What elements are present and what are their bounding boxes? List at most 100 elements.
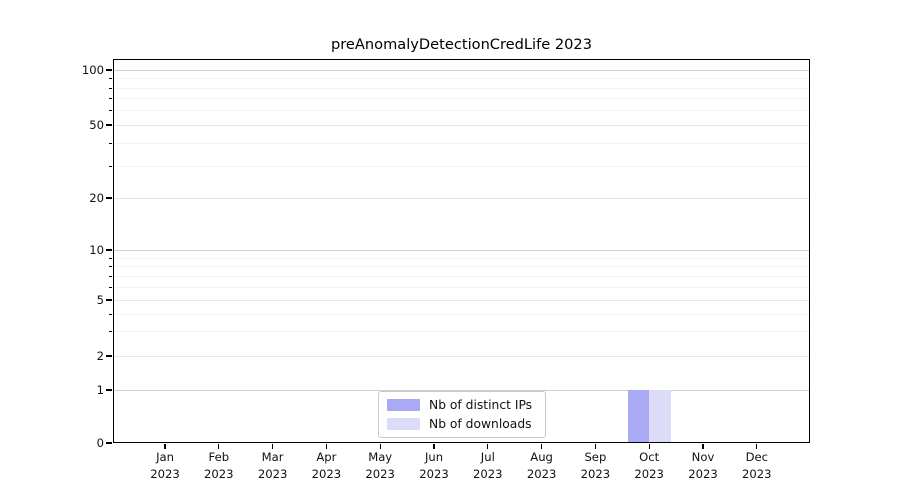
gridline-y-20 — [114, 198, 809, 199]
x-tick-label: Mar 2023 — [245, 449, 301, 482]
x-tick-label: Oct 2023 — [621, 449, 677, 482]
y-tick — [106, 299, 112, 301]
x-tick — [272, 443, 274, 449]
legend-item: Nb of distinct IPs — [387, 398, 537, 412]
y-minor-tick — [109, 313, 112, 315]
x-label-month: Jan — [156, 450, 174, 464]
y-tick-label: 100 — [81, 63, 104, 77]
gridline-y-1 — [114, 390, 809, 391]
x-tick — [325, 443, 327, 449]
minor-gridline — [114, 88, 809, 89]
x-label-month: Aug — [530, 450, 553, 464]
x-tick-label: Feb 2023 — [191, 449, 247, 482]
gridline-y-2 — [114, 356, 809, 357]
x-label-year: 2023 — [204, 466, 234, 481]
x-label-year: 2023 — [365, 466, 395, 481]
x-tick — [433, 443, 435, 449]
legend: Nb of distinct IPs Nb of downloads — [378, 391, 546, 438]
x-tick — [756, 443, 758, 449]
legend-item-label: Nb of distinct IPs — [429, 398, 533, 412]
minor-gridline — [114, 314, 809, 315]
legend-swatch-1 — [387, 418, 420, 430]
x-tick-label: Apr 2023 — [298, 449, 354, 482]
x-tick — [702, 443, 704, 449]
y-tick — [106, 442, 112, 444]
x-tick-label: Jul 2023 — [460, 449, 516, 482]
y-minor-tick — [109, 275, 112, 277]
gridline-y-100 — [114, 70, 809, 71]
x-tick-label: May 2023 — [352, 449, 408, 482]
y-tick — [106, 69, 112, 71]
x-label-year: 2023 — [473, 466, 503, 481]
x-tick — [541, 443, 543, 449]
y-minor-tick — [109, 265, 112, 267]
x-label-month: Nov — [691, 450, 715, 464]
y-tick — [106, 197, 112, 199]
x-label-month: Mar — [261, 450, 284, 464]
y-minor-tick — [109, 330, 112, 332]
y-tick — [106, 249, 112, 251]
bar-nb-of-downloads — [649, 390, 671, 442]
x-label-year: 2023 — [311, 466, 342, 481]
minor-gridline — [114, 258, 809, 259]
x-label-year: 2023 — [150, 466, 180, 481]
x-tick-label: Sep 2023 — [567, 449, 623, 482]
gridline-y-5 — [114, 300, 809, 301]
minor-gridline — [114, 276, 809, 277]
x-tick — [164, 443, 166, 449]
x-label-year: 2023 — [526, 466, 557, 481]
minor-gridline — [114, 266, 809, 267]
x-label-year: 2023 — [742, 466, 772, 481]
x-label-month: Jun — [424, 450, 444, 464]
x-tick — [379, 443, 381, 449]
y-minor-tick — [109, 142, 112, 144]
x-tick — [218, 443, 220, 449]
x-label-year: 2023 — [419, 466, 449, 481]
x-tick — [487, 443, 489, 449]
minor-gridline — [114, 331, 809, 332]
x-label-year: 2023 — [257, 466, 288, 481]
bar-nb-of-distinct-ips — [627, 390, 649, 442]
x-tick — [594, 443, 596, 449]
y-tick-label: 2 — [96, 349, 104, 363]
y-tick-label: 0 — [96, 436, 104, 450]
gridline-y-10 — [114, 250, 809, 251]
x-label-year: 2023 — [580, 466, 611, 481]
x-tick-label: Aug 2023 — [514, 449, 570, 482]
x-tick-label: Jun 2023 — [406, 449, 462, 482]
x-tick-label: Nov 2023 — [675, 449, 731, 482]
y-minor-tick — [109, 77, 112, 79]
y-tick-label: 50 — [89, 118, 104, 132]
x-label-year: 2023 — [688, 466, 718, 481]
y-minor-tick — [109, 257, 112, 259]
plot-area — [113, 59, 810, 443]
legend-item-label: Nb of downloads — [429, 417, 532, 431]
y-minor-tick — [109, 97, 112, 99]
y-minor-tick — [109, 109, 112, 111]
y-tick — [106, 389, 112, 391]
y-tick-label: 20 — [89, 191, 104, 205]
legend-swatch-0 — [387, 399, 420, 411]
minor-gridline — [114, 110, 809, 111]
y-tick — [106, 124, 112, 126]
y-minor-tick — [109, 165, 112, 167]
x-label-month: Sep — [584, 450, 607, 464]
minor-gridline — [114, 98, 809, 99]
x-label-month: May — [368, 450, 393, 464]
minor-gridline — [114, 143, 809, 144]
x-tick-label: Jan 2023 — [137, 449, 193, 482]
y-tick-label: 5 — [96, 293, 104, 307]
x-tick — [648, 443, 650, 449]
x-tick-label: Dec 2023 — [729, 449, 785, 482]
minor-gridline — [114, 78, 809, 79]
x-label-year: 2023 — [634, 466, 664, 481]
minor-gridline — [114, 166, 809, 167]
legend-item: Nb of downloads — [387, 417, 537, 431]
chart-title: preAnomalyDetectionCredLife 2023 — [330, 36, 593, 53]
y-minor-tick — [109, 87, 112, 89]
x-label-month: Jul — [480, 450, 495, 464]
x-label-month: Feb — [208, 450, 230, 464]
minor-gridline — [114, 287, 809, 288]
y-tick-label: 10 — [89, 243, 104, 257]
